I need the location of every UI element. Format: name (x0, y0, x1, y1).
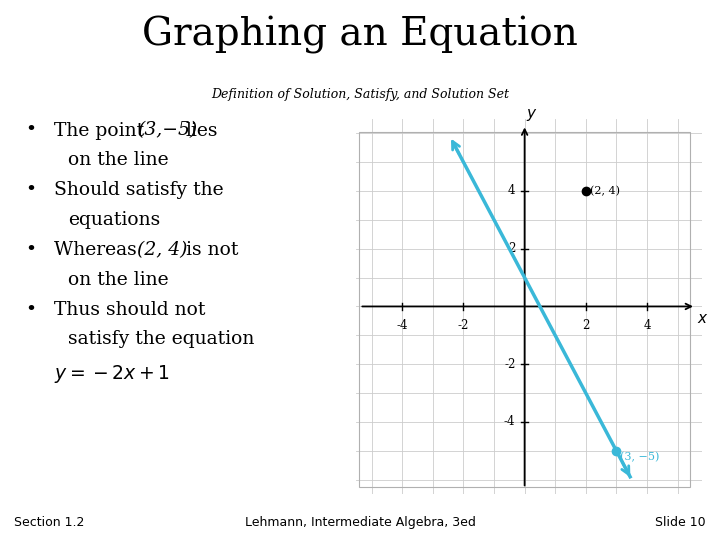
Text: 2: 2 (508, 242, 516, 255)
Text: •: • (25, 122, 36, 139)
Text: $y$: $y$ (526, 107, 537, 123)
Text: equations: equations (68, 211, 161, 229)
Text: Definition of Solution, Satisfy, and Solution Set: Definition of Solution, Satisfy, and Sol… (211, 88, 509, 101)
Text: 4: 4 (643, 320, 651, 333)
Text: •: • (25, 300, 36, 319)
Text: •: • (25, 181, 36, 199)
Text: -4: -4 (504, 415, 516, 428)
Text: Graphing an Equation: Graphing an Equation (142, 16, 578, 54)
Text: (3, −5): (3, −5) (620, 452, 660, 463)
Text: (2, 4): (2, 4) (137, 241, 187, 259)
Text: $y = -2x + 1$: $y = -2x + 1$ (54, 363, 170, 384)
Text: lies: lies (186, 122, 218, 139)
Text: on the line: on the line (68, 151, 169, 169)
Text: Whereas: Whereas (54, 241, 140, 259)
Text: 2: 2 (582, 320, 590, 333)
Text: (3,−5): (3,−5) (137, 122, 197, 139)
Text: satisfy the equation: satisfy the equation (68, 330, 255, 348)
Text: -4: -4 (397, 320, 408, 333)
Text: Lehmann, Intermediate Algebra, 3ed: Lehmann, Intermediate Algebra, 3ed (245, 516, 475, 529)
Text: $x$: $x$ (698, 313, 709, 327)
Text: (2, 4): (2, 4) (590, 186, 621, 196)
Text: Slide 10: Slide 10 (655, 516, 706, 529)
Text: 4: 4 (508, 185, 516, 198)
Text: Section 1.2: Section 1.2 (14, 516, 85, 529)
Text: Thus should not: Thus should not (54, 300, 205, 319)
Text: is not: is not (180, 241, 238, 259)
Text: •: • (25, 241, 36, 259)
Text: The point: The point (54, 122, 150, 139)
Text: -2: -2 (504, 357, 516, 370)
Text: -2: -2 (458, 320, 469, 333)
Text: Should satisfy the: Should satisfy the (54, 181, 224, 199)
Text: on the line: on the line (68, 271, 169, 288)
